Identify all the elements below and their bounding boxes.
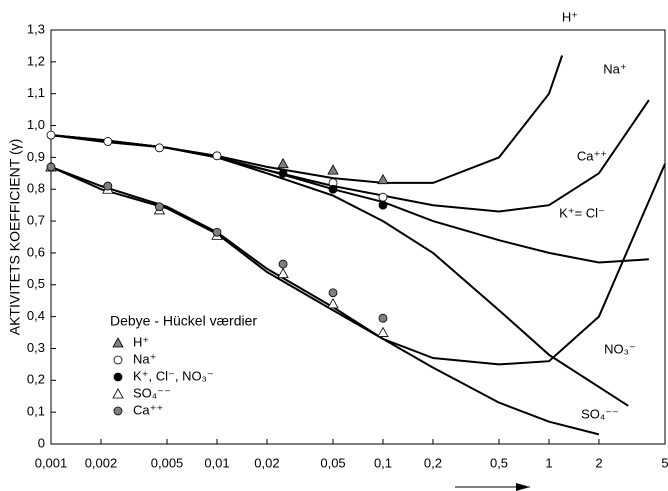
y-tick-label: 0,3 [27,340,45,355]
data-point [328,288,338,298]
data-point [328,184,338,194]
y-axis-label: AKTIVITETS KOEFFICIENT (γ) [7,139,23,336]
data-point [103,137,113,146]
data-point [155,202,164,212]
y-tick-label: 0 [38,435,45,450]
curve-label: K⁺= Cl⁻ [559,205,605,220]
x-tick-label: 0,5 [490,455,508,470]
x-tick-label: 0,002 [85,455,118,470]
x-tick-label: 2 [595,455,602,470]
x-tick-label: 1 [545,455,552,470]
y-tick-label: 1,1 [27,85,45,100]
legend-marker [112,388,124,399]
data-point [327,298,339,309]
curve-label: SO₄⁻⁻ [581,406,619,421]
curve-label: NO₃⁻ [604,341,636,356]
data-point [212,227,222,237]
x-tick-label: 0,005 [151,455,184,470]
data-point [46,130,56,140]
data-point [378,192,388,202]
curve-label: H⁺ [562,9,578,24]
y-tick-label: 1,0 [27,117,45,132]
y-tick-label: 0,9 [27,149,45,164]
legend-title: Debye - Hückel værdier [110,313,257,329]
curve-label: Ca⁺⁺ [577,148,607,163]
x-tick-label: 0,05 [320,455,345,470]
data-point [46,162,56,172]
legend-label: K⁺, Cl⁻, NO₃⁻ [133,368,214,383]
y-tick-label: 1,3 [27,21,45,36]
data-point [277,157,289,169]
x-tick-label: 0,2 [424,455,442,470]
y-tick-label: 0,7 [27,213,45,228]
x-tick-label: 5 [661,455,668,470]
data-point [327,164,339,175]
x-tick-label: 0,001 [35,455,68,470]
curve [50,99,650,213]
legend-marker [113,355,123,365]
y-tick-label: 0,6 [27,244,45,259]
legend-label: Ca⁺⁺ [133,402,163,417]
data-point [377,326,389,337]
x-tick-label: 0,01 [204,455,229,470]
y-tick-label: 0,8 [27,181,45,196]
y-tick-label: 1,2 [27,53,45,68]
curve [50,165,600,436]
data-point [103,181,113,191]
x-tick-label: 0,02 [254,455,279,470]
arrow-head [516,483,530,491]
data-point [212,151,222,161]
y-tick-label: 0,5 [27,276,45,291]
plot-frame [50,29,666,445]
legend-marker [112,337,124,348]
legend-label: Na⁺ [133,351,156,366]
y-tick-label: 0,4 [27,308,45,323]
legend-label: SO₄⁻⁻ [133,385,171,400]
x-tick-label: 0,1 [374,455,392,470]
data-point [155,143,164,153]
legend-marker [113,406,123,416]
y-tick-label: 0,2 [27,372,45,387]
data-point [277,267,289,279]
curve [50,55,564,184]
data-point [278,168,288,178]
curve [50,134,629,407]
legend-marker [113,372,123,382]
y-tick-label: 0,1 [27,404,45,419]
data-point [378,200,388,210]
data-point [377,173,389,185]
data-point [378,313,388,323]
data-point [278,259,288,269]
legend-label: H⁺ [133,334,149,349]
curve [50,163,666,366]
curve-label: Na⁺ [603,61,626,76]
